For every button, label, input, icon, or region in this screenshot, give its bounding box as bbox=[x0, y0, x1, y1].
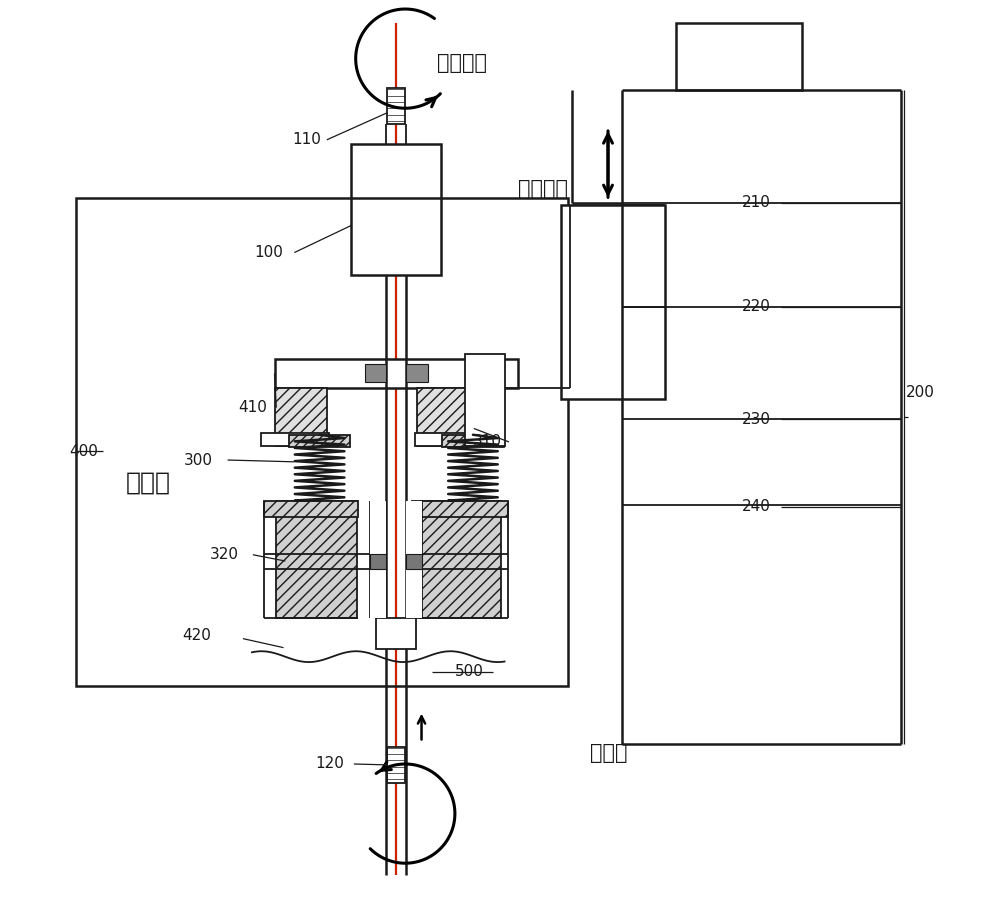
Text: 大气侧: 大气侧 bbox=[126, 471, 171, 494]
Bar bbox=[376, 618, 416, 649]
Text: 500: 500 bbox=[455, 665, 484, 679]
Bar bbox=[406, 364, 428, 382]
Bar bbox=[387, 747, 405, 783]
Text: 200: 200 bbox=[906, 385, 935, 400]
Bar bbox=[264, 501, 358, 517]
Bar bbox=[387, 88, 405, 124]
Text: 410: 410 bbox=[238, 400, 267, 415]
Text: 420: 420 bbox=[182, 629, 211, 643]
Text: 110: 110 bbox=[293, 133, 321, 147]
Text: 直线运动: 直线运动 bbox=[518, 179, 568, 199]
Bar bbox=[76, 198, 568, 686]
Bar bbox=[274, 388, 327, 446]
Text: 400: 400 bbox=[69, 444, 98, 458]
Text: 310: 310 bbox=[473, 435, 502, 449]
Bar bbox=[561, 205, 665, 399]
Bar bbox=[261, 433, 329, 446]
Text: 旋转运动: 旋转运动 bbox=[437, 53, 487, 73]
Bar bbox=[676, 23, 802, 90]
Bar bbox=[417, 388, 469, 446]
Text: 120: 120 bbox=[315, 757, 344, 771]
Bar bbox=[370, 501, 386, 618]
Text: 300: 300 bbox=[184, 453, 213, 467]
Text: 真空侧: 真空侧 bbox=[590, 743, 628, 763]
Bar bbox=[406, 501, 422, 618]
Bar bbox=[420, 501, 501, 618]
Text: 210: 210 bbox=[742, 196, 771, 210]
Bar bbox=[276, 501, 357, 618]
Bar bbox=[412, 501, 508, 517]
Bar bbox=[274, 359, 518, 388]
Text: 100: 100 bbox=[255, 245, 284, 260]
Bar bbox=[365, 364, 386, 382]
Bar bbox=[370, 554, 386, 568]
Bar bbox=[289, 435, 350, 447]
Text: 230: 230 bbox=[742, 412, 771, 427]
Bar bbox=[465, 354, 505, 446]
Bar bbox=[442, 435, 504, 447]
Bar bbox=[351, 144, 441, 275]
Text: 320: 320 bbox=[210, 548, 239, 562]
Text: 220: 220 bbox=[742, 299, 771, 314]
Bar bbox=[406, 554, 422, 568]
Text: 240: 240 bbox=[742, 500, 771, 514]
Bar bbox=[415, 433, 483, 446]
